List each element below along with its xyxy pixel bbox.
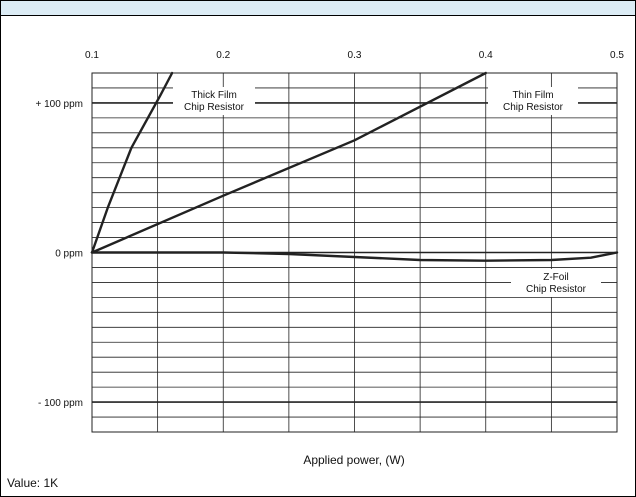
x-tick-label: 0.4 bbox=[479, 50, 493, 61]
x-axis-label: Applied power, (W) bbox=[303, 453, 404, 467]
x-tick-label: 0.2 bbox=[216, 50, 230, 61]
x-tick-label: 0.3 bbox=[348, 50, 362, 61]
annotation-text: Thick Film bbox=[191, 90, 237, 101]
header-band bbox=[1, 1, 635, 16]
series-line-3 bbox=[90, 251, 619, 262]
value-footnote: Value: 1K bbox=[7, 476, 59, 490]
series-line-2 bbox=[90, 71, 487, 254]
annotation-text: Chip Resistor bbox=[503, 102, 564, 113]
annotation-text: Chip Resistor bbox=[526, 284, 587, 295]
y-tick-label: + 100 ppm bbox=[35, 99, 83, 110]
annotation-text: Thin Film bbox=[512, 90, 553, 101]
x-tick-label: 0.1 bbox=[85, 50, 99, 61]
y-tick-label: 0 ppm bbox=[55, 249, 83, 260]
y-tick-label: - 100 ppm bbox=[38, 398, 83, 409]
annotation-text: Chip Resistor bbox=[184, 102, 245, 113]
series-line-1 bbox=[90, 71, 174, 254]
annotation-text: Z-Foil bbox=[543, 272, 569, 283]
x-tick-label: 0.5 bbox=[610, 50, 624, 61]
